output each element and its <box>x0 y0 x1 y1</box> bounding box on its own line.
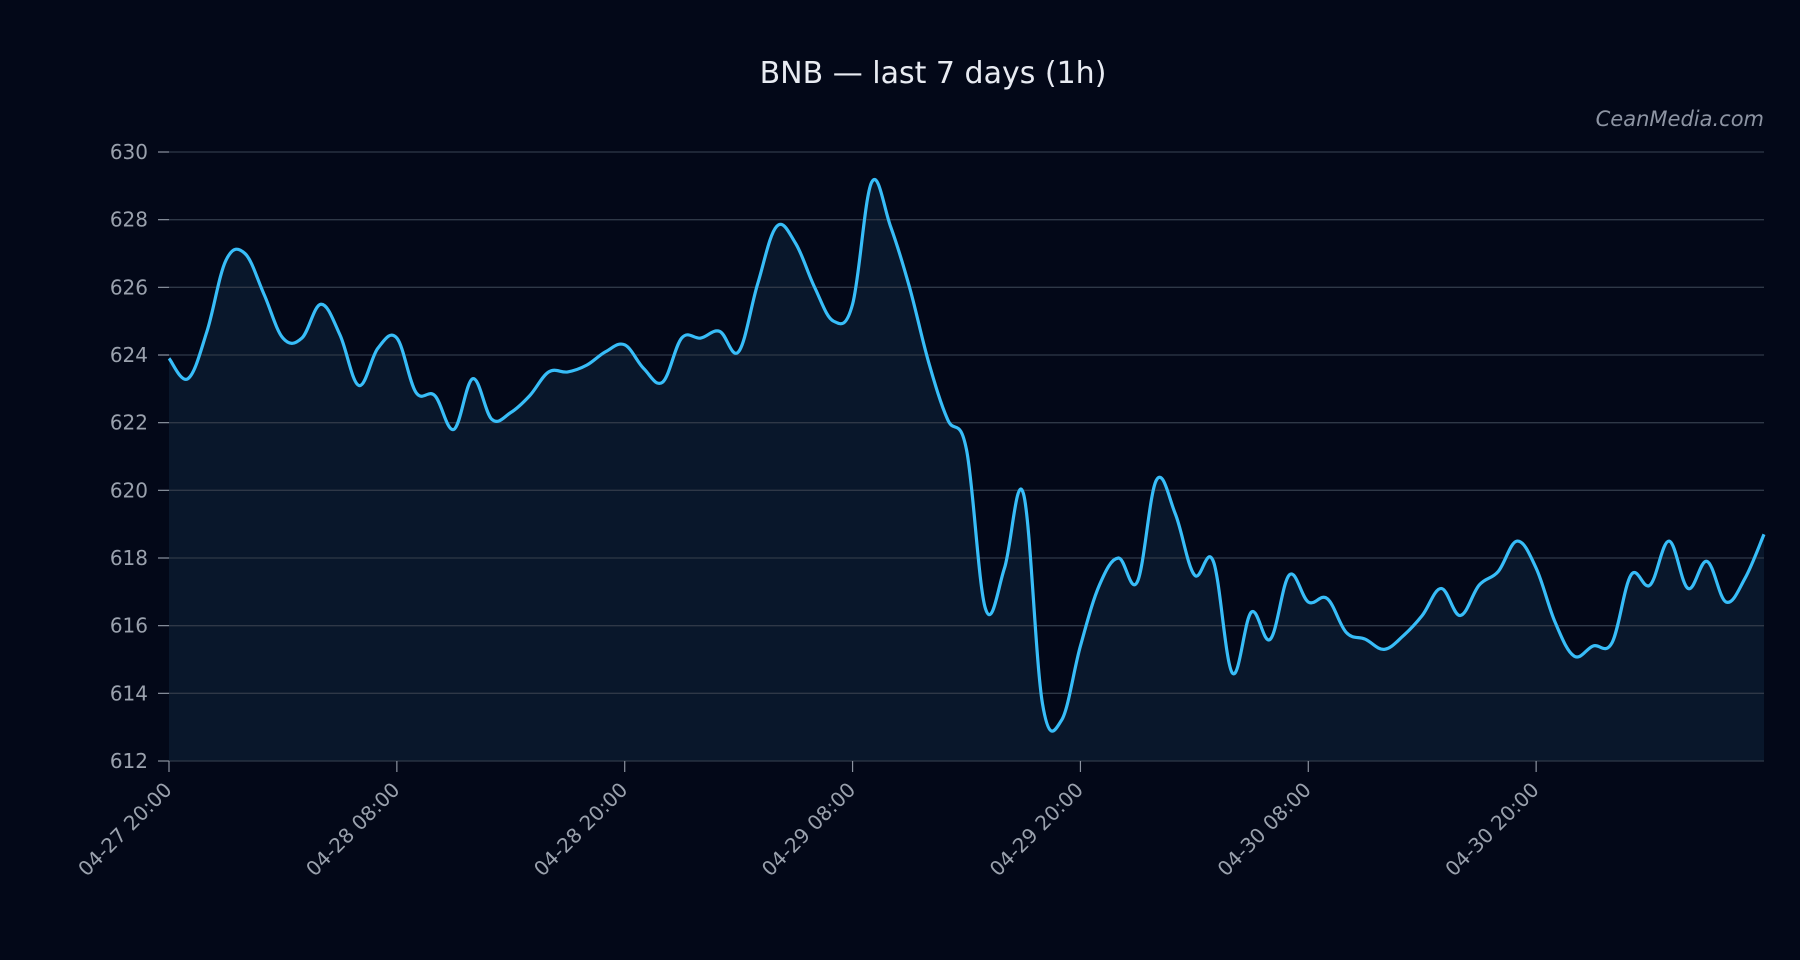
y-tick-label: 630 <box>110 140 148 164</box>
x-tick-label: 04-28 20:00 <box>529 778 632 881</box>
y-tick-label: 628 <box>110 208 148 232</box>
series-line-group <box>167 178 1766 733</box>
x-axis-ticks: 04-27 20:00 04-28 08:00 04-28 20:00 04-29 0… <box>73 761 1544 881</box>
y-tick-label: 618 <box>110 546 148 570</box>
area-fill <box>169 179 1764 762</box>
area-fill-path <box>169 179 1764 762</box>
series-line <box>167 178 1766 733</box>
y-tick-label: 622 <box>110 411 148 435</box>
x-tick-label: 04-29 20:00 <box>985 778 1088 881</box>
y-tick-label: 612 <box>110 749 148 773</box>
y-tick-label: 620 <box>110 478 148 502</box>
y-tick-label: 626 <box>110 275 148 299</box>
x-tick-label: 04-30 08:00 <box>1213 778 1316 881</box>
watermark: CeanMedia.com <box>1595 107 1764 131</box>
y-tick-label: 614 <box>110 681 148 705</box>
x-tick-label: 04-27 20:00 <box>73 778 176 881</box>
x-tick-label: 04-29 08:00 <box>757 778 860 881</box>
grid-lines <box>169 151 1764 762</box>
y-tick-label: 624 <box>110 343 148 367</box>
chart-title: BNB — last 7 days (1h) <box>759 56 1107 91</box>
x-tick-label: 04-30 20:00 <box>1440 778 1543 881</box>
y-axis-ticks: 612 614 616 618 620 622 624 626 628 630 <box>110 140 169 773</box>
x-tick-label: 04-28 08:00 <box>301 778 404 881</box>
y-tick-label: 616 <box>110 614 148 638</box>
